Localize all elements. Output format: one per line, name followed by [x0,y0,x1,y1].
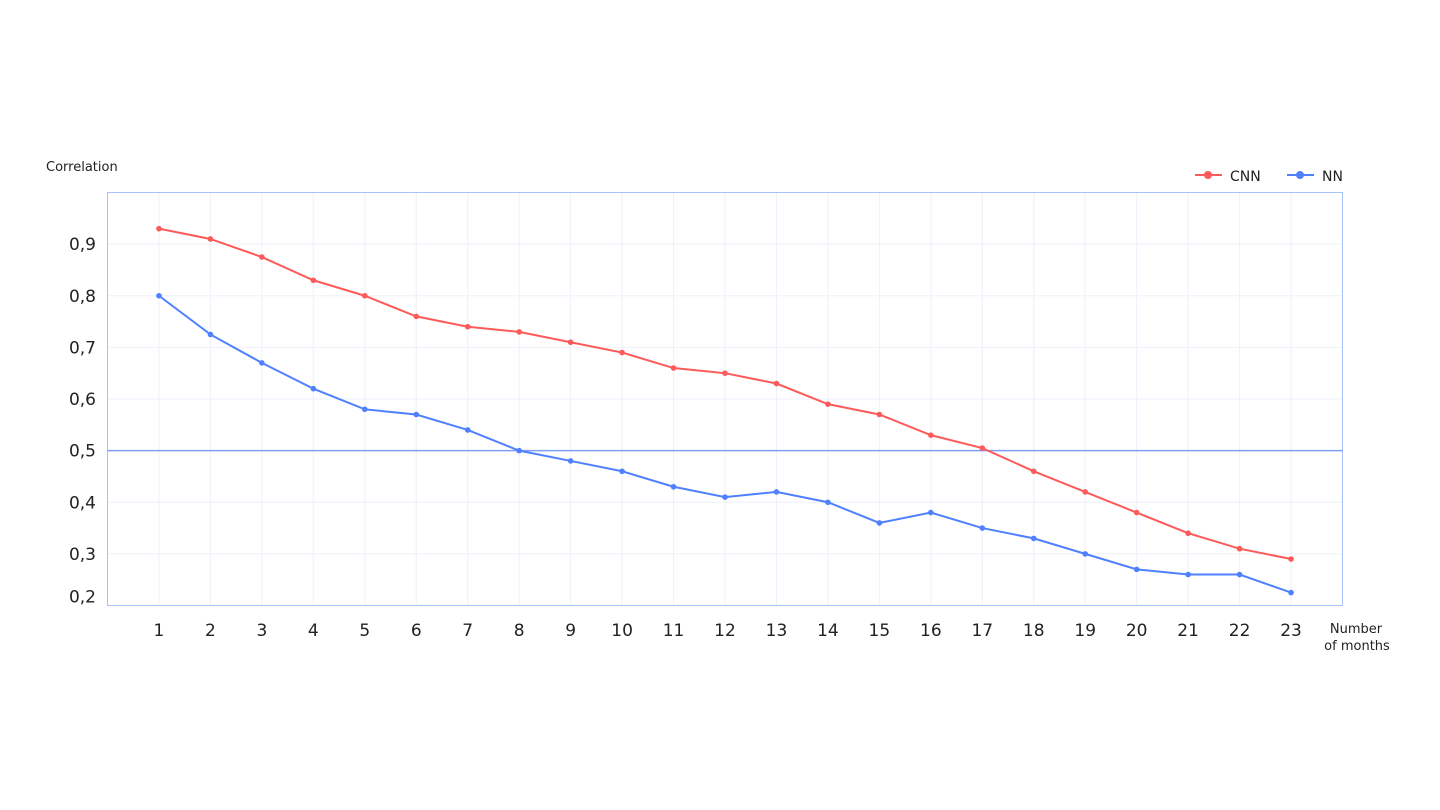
x-tick-label: 15 [869,621,891,641]
legend-marker-nn [1296,171,1304,179]
data-point-nn [722,494,728,500]
data-point-cnn [619,349,625,356]
data-point-nn [1030,535,1037,542]
data-point-cnn [1185,530,1191,537]
data-point-cnn [722,370,728,376]
y-tick-label: 0,4 [69,493,96,513]
y-tick-label: 0,3 [69,545,96,565]
data-point-nn [207,331,214,338]
data-point-nn [413,411,420,418]
x-tick-label: 3 [256,621,267,641]
y-tick-label: 0,7 [69,338,96,358]
data-point-nn [619,468,625,475]
x-tick-label: 21 [1177,621,1199,641]
x-tick-label: 10 [611,621,633,641]
legend-label-cnn: CNN [1230,169,1261,185]
y-tick-label: 0,8 [69,287,96,307]
data-point-cnn [979,445,986,451]
data-point-cnn [156,225,162,232]
y-tick-label: 0,5 [69,442,96,462]
x-tick-label: 11 [663,621,685,641]
x-tick-label: 1 [154,621,165,641]
data-point-nn [773,489,780,495]
data-point-nn [670,483,677,490]
series-group [156,225,1294,596]
x-tick-label: 22 [1229,621,1251,641]
data-point-cnn [1133,509,1140,516]
data-point-nn [567,458,574,464]
data-point-cnn [773,380,780,387]
data-point-cnn [825,401,831,407]
x-tick-label: 13 [766,621,788,641]
x-tick-label: 5 [359,621,370,641]
plot-frame [107,192,1343,606]
data-point-cnn [567,339,574,346]
series-cnn [156,225,1294,562]
data-point-cnn [670,365,677,371]
x-tick-label: 14 [817,621,839,641]
data-point-nn [1288,589,1294,596]
data-point-nn [1133,566,1140,573]
data-point-nn [361,406,368,413]
x-tick-label: 6 [411,621,422,641]
series-nn [156,292,1294,596]
data-point-nn [1236,571,1243,578]
legend-label-nn: NN [1322,169,1343,185]
data-point-cnn [259,254,265,260]
y-tick-label: 0,2 [69,588,96,608]
y-tick-label: 0,9 [69,235,96,255]
x-tick-label: 20 [1126,621,1148,641]
x-tick-label: 8 [514,621,525,641]
x-axis-label-line2: of months [1324,639,1390,654]
data-point-cnn [1082,489,1089,495]
data-point-nn [928,509,934,516]
data-point-cnn [1288,556,1294,562]
x-tick-label: 9 [565,621,576,641]
y-axis: 0,2 0,3 0,4 0,5 0,6 0,7 0,8 0,9 [69,235,96,607]
x-tick-label: 7 [462,621,473,641]
legend-marker-cnn [1204,171,1212,179]
data-point-nn [464,427,471,433]
data-point-cnn [361,292,368,299]
x-tick-label: 2 [205,621,216,641]
grid [107,192,1343,606]
legend-item-nn[interactable]: NN [1287,169,1343,185]
data-point-nn [825,499,831,506]
data-point-nn [876,520,883,526]
data-point-nn [1185,571,1191,578]
y-axis-label: Correlation [46,160,118,175]
data-point-cnn [310,277,317,284]
x-tick-label: 18 [1023,621,1045,641]
legend-item-cnn[interactable]: CNN [1195,169,1261,185]
data-point-nn [1082,551,1089,557]
data-point-cnn [207,236,214,242]
x-axis: 1 2 3 4 5 6 7 8 9 10 11 12 13 14 15 16 17 18 19 20 21 22 23 [154,621,1302,641]
data-point-cnn [516,329,522,335]
x-tick-label: 16 [920,621,942,641]
data-point-cnn [876,411,883,418]
data-point-cnn [1030,468,1037,475]
x-tick-label: 12 [714,621,736,641]
data-point-cnn [928,432,934,438]
data-point-nn [310,385,317,392]
data-point-nn [259,360,265,366]
x-tick-label: 23 [1280,621,1302,641]
data-point-nn [979,525,986,531]
y-tick-label: 0,6 [69,390,96,410]
legend: CNN NN [1195,169,1343,185]
x-tick-label: 4 [308,621,319,641]
data-point-nn [516,447,522,454]
x-axis-label-line1: Number [1330,622,1383,637]
x-tick-label: 19 [1074,621,1096,641]
data-point-cnn [413,313,420,320]
data-point-cnn [1236,545,1243,552]
data-point-cnn [464,323,471,330]
x-tick-label: 17 [971,621,993,641]
data-point-nn [156,292,162,299]
